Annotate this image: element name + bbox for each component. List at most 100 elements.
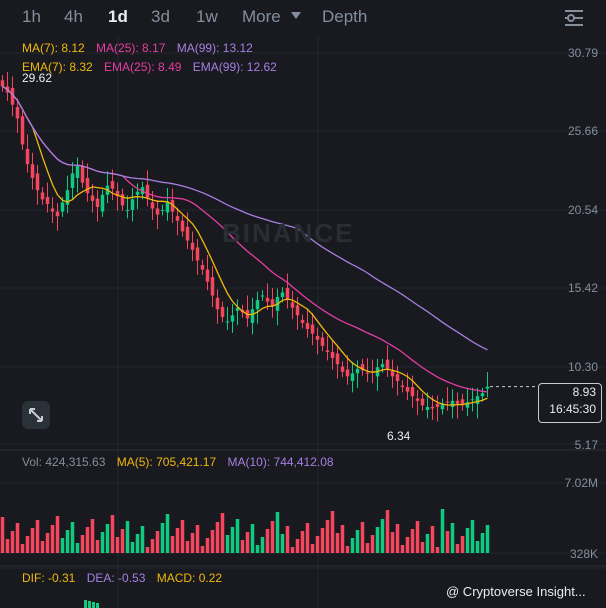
ema7-value: EMA(7): 8.32 <box>22 60 93 74</box>
candle-body <box>300 319 305 323</box>
volume-bar <box>275 512 280 553</box>
candle-body <box>350 373 355 381</box>
volume-bar <box>405 537 410 553</box>
tab-3d[interactable]: 3d <box>151 7 170 26</box>
volume-bar <box>290 547 295 553</box>
candle-body <box>425 406 430 410</box>
macd-dea: DEA: -0.53 <box>86 571 146 585</box>
volume-bar <box>400 545 405 553</box>
current-price-box[interactable]: 8.93 16:45:30 <box>538 383 602 423</box>
volume-bar <box>345 546 350 553</box>
binance-watermark: BINANCE <box>222 218 355 248</box>
candle-body <box>335 353 340 365</box>
candle-body <box>410 387 415 397</box>
candle-body <box>125 210 130 212</box>
macd-bars <box>84 600 99 608</box>
volume-bar <box>190 533 195 553</box>
volume-bar <box>320 528 325 553</box>
volume-bar <box>470 520 475 553</box>
macd-value: MACD: 0.22 <box>156 571 223 585</box>
volume-bar <box>240 540 245 553</box>
candle-body <box>290 302 295 308</box>
candle-body <box>330 351 335 359</box>
candle-body <box>440 403 445 410</box>
volume-bar <box>130 542 135 553</box>
candle-body <box>55 211 60 217</box>
chevron-down-icon <box>291 12 301 19</box>
volume-bar <box>245 532 250 553</box>
candle-body <box>190 242 195 250</box>
tab-1d[interactable]: 1d <box>108 7 128 26</box>
expand-button[interactable] <box>22 401 50 429</box>
candle-body <box>60 202 65 212</box>
volume-bar <box>105 524 110 553</box>
volume-bar <box>280 534 285 553</box>
candle-body <box>435 403 440 407</box>
volume-bar <box>175 528 180 553</box>
macd-bar <box>96 603 99 608</box>
volume-bar <box>305 523 310 553</box>
candle-body <box>15 107 20 119</box>
volume-bar <box>125 521 130 553</box>
candle-body <box>65 190 70 205</box>
candle-body <box>415 398 420 401</box>
volume-bar <box>360 522 365 553</box>
volume-bar <box>80 535 85 553</box>
volume-bar <box>435 547 440 553</box>
volume-bar <box>370 535 375 553</box>
volume-bar <box>215 522 220 553</box>
volume-bar <box>210 530 215 553</box>
tab-4h[interactable]: 4h <box>64 7 83 26</box>
volume-bar <box>415 521 420 553</box>
volume-bar <box>445 531 450 553</box>
volume-bar <box>465 528 470 553</box>
tab-depth[interactable]: Depth <box>322 7 368 26</box>
candlesticks <box>0 71 490 422</box>
volume-bar <box>455 544 460 553</box>
candle-body <box>170 200 175 212</box>
volume-bar <box>335 533 340 553</box>
candle-body <box>285 287 290 301</box>
volume-bar <box>295 539 300 553</box>
volume-bar <box>35 520 40 553</box>
candle-body <box>50 208 55 212</box>
candle-body <box>210 277 215 296</box>
volume-tick: 7.02M <box>564 476 598 490</box>
volume-bar <box>355 530 360 553</box>
candle-body <box>75 165 80 178</box>
countdown-timer: 16:45:30 <box>549 402 596 416</box>
candle-body <box>0 80 5 87</box>
candle-body <box>310 324 315 334</box>
candle-body <box>250 309 255 323</box>
candle-body <box>25 148 30 165</box>
macd-bar <box>92 602 95 608</box>
volume-bar <box>425 534 430 553</box>
candle-body <box>265 297 270 302</box>
tab-1h[interactable]: 1h <box>22 7 41 26</box>
volume-bar <box>225 535 230 553</box>
credit-caption: @ Cryptoverse Insight... <box>446 584 586 599</box>
price-tick: 15.42 <box>567 281 598 295</box>
candle-body <box>455 400 460 404</box>
candle-body <box>80 165 85 183</box>
tab-1w[interactable]: 1w <box>196 7 218 26</box>
volume-ma5: MA(5): 705,421.17 <box>116 455 217 469</box>
volume-bar <box>15 523 20 553</box>
macd-bar <box>84 600 87 608</box>
candle-body <box>235 307 240 311</box>
volume-bar <box>60 538 65 553</box>
ma25-value: MA(25): 8.17 <box>96 41 166 55</box>
volume-bar <box>110 515 115 553</box>
volume-bar <box>30 528 35 553</box>
candle-body <box>280 292 285 298</box>
volume-bar <box>220 513 225 553</box>
settings-icon[interactable] <box>563 8 585 28</box>
ema-legend: EMA(7): 8.32 EMA(25): 8.49 EMA(99): 12.6… <box>22 60 285 74</box>
volume-bar <box>0 517 5 553</box>
volume-bar <box>330 511 335 553</box>
volume-bar <box>260 537 265 553</box>
more-dropdown[interactable]: More <box>242 7 281 26</box>
candle-body <box>85 177 90 194</box>
candle-body <box>445 401 450 403</box>
volume-bar <box>25 536 30 553</box>
